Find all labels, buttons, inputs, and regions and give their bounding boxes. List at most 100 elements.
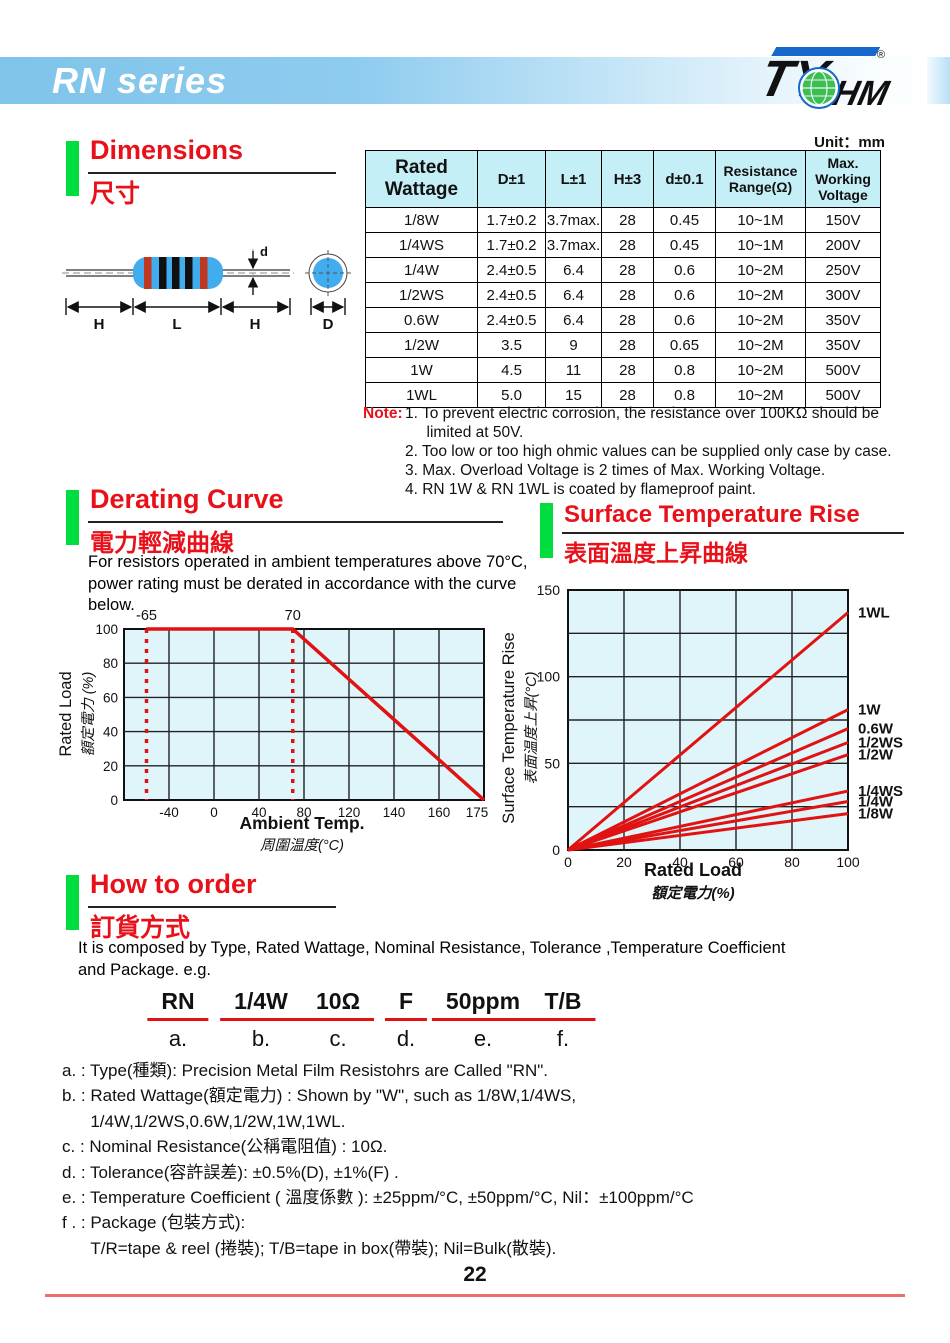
resistor-end-view: D	[305, 250, 351, 333]
x-tick-label: 40	[672, 854, 688, 870]
title-underline	[562, 532, 904, 534]
table-cell: 28	[601, 357, 654, 383]
table-header-row: Rated Wattage D±1 L±1 H±3 d±0.1 Resistance Ra…	[365, 150, 881, 208]
note-item: 3. Max. Overload Voltage is 2 times of M…	[405, 462, 826, 479]
green-bar-icon	[540, 503, 553, 558]
order-example-value: 50ppm	[431, 988, 535, 1021]
reference-label: -65	[136, 608, 157, 624]
color-band-black	[172, 257, 180, 289]
resistor-diagram: d H L H D	[62, 244, 351, 333]
order-example-value: 10Ω	[301, 988, 375, 1021]
table-cell: 6.4	[545, 307, 602, 333]
x-tick-label: 160	[428, 805, 451, 820]
table-cell: 10~2M	[715, 307, 806, 333]
y-tick-label: 50	[544, 755, 560, 771]
table-cell: 2.4±0.5	[477, 282, 546, 308]
table-cell: 10~2M	[715, 257, 806, 283]
order-example-key: e.	[473, 1026, 493, 1051]
derating-title-en: Derating Curve	[90, 484, 284, 514]
derating-description: For resistors operated in ambient temper…	[88, 553, 528, 614]
table-cell: 5.0	[477, 382, 546, 408]
table-cell: 1W	[365, 357, 478, 383]
series-line-1/8W	[567, 812, 849, 852]
derating-chart: 0 20 40 60 80 100 -40 0 40 80 120 140 160 175 -65 70 Rat…	[57, 608, 488, 854]
table-cell: 1.7±0.2	[477, 232, 546, 258]
table-cell: 3.7max.	[545, 232, 602, 258]
x-tick-label: 140	[383, 805, 406, 820]
table-row: 1/2WS 2.4±0.5 6.4 28 0.6 10~2M 300V	[365, 282, 881, 308]
x-tick-label: 40	[251, 805, 266, 820]
table-cell: 1.7±0.2	[477, 207, 546, 233]
table-header-cell: Rated Wattage	[365, 150, 478, 208]
y-tick-label: 80	[103, 656, 118, 671]
series-line-1/2W	[567, 753, 849, 852]
table-cell: 1/2WS	[365, 282, 478, 308]
table-header-cell: L±1	[545, 150, 602, 208]
order-title-en: How to order	[90, 869, 257, 899]
x-tick-label: 80	[296, 805, 311, 820]
x-axis-label-zh: 周圍温度(°C)	[260, 837, 344, 854]
color-band-red	[200, 257, 208, 289]
table-cell: 300V	[805, 282, 881, 308]
page-number: 22	[463, 1263, 487, 1286]
table-cell: 0.65	[653, 332, 716, 358]
y-tick-label: 0	[552, 842, 560, 858]
table-cell: 10~2M	[715, 332, 806, 358]
unit-label: Unit：mm	[814, 134, 885, 151]
order-title-zh: 訂貨方式	[90, 914, 191, 942]
x-tick-label: 0	[564, 854, 572, 870]
green-bar-icon	[66, 141, 79, 196]
table-cell: 28	[601, 257, 654, 283]
series-label: 1/2WS	[858, 735, 903, 752]
table-header-cell: D±1	[477, 150, 546, 208]
h-left-label: H	[94, 316, 105, 333]
table-row: 1WL 5.0 15 28 0.8 10~2M 500V	[365, 382, 881, 408]
reference-label: 70	[285, 608, 301, 624]
title-underline	[88, 906, 336, 908]
order-detail-line: 1/4W,1/2WS,0.6W,1/2W,1W,1WL.	[62, 1111, 346, 1131]
note-label: Note:	[363, 405, 403, 422]
table-row: 1W 4.5 11 28 0.8 10~2M 500V	[365, 357, 881, 383]
l-label: L	[172, 316, 181, 333]
y-axis-label: Surface Temperature Rise	[500, 632, 518, 823]
order-details-list: a. : Type(種類): Precision Metal Film Resi…	[62, 1058, 942, 1261]
color-band-red	[144, 257, 152, 289]
table-cell: 6.4	[545, 257, 602, 283]
x-tick-label: 20	[616, 854, 632, 870]
x-axis-label: Rated Load	[644, 860, 742, 880]
table-row: 1/4WS 1.7±0.2 3.7max. 28 0.45 10~1M 200V	[365, 232, 881, 258]
color-band-black	[185, 257, 193, 289]
y-tick-label: 60	[103, 690, 118, 705]
series-label: 1/4W	[858, 793, 894, 810]
series-line-1W	[567, 708, 849, 852]
logo-text-right: HM	[829, 73, 894, 112]
table-cell: 0.45	[653, 207, 716, 233]
note-list: 1. To prevent electric corrosion, the re…	[405, 404, 908, 499]
series-line-1WL	[567, 611, 849, 852]
table-cell: 3.5	[477, 332, 546, 358]
table-cell: 1/4W	[365, 257, 478, 283]
dimension-arrows	[65, 298, 291, 315]
table-cell: 250V	[805, 257, 881, 283]
table-row: 1/2W 3.5 9 28 0.65 10~2M 350V	[365, 332, 881, 358]
table-cell: 500V	[805, 382, 881, 408]
table-cell: 1/4WS	[365, 232, 478, 258]
table-cell: 0.45	[653, 232, 716, 258]
order-detail-line: b. : Rated Wattage(額定電力) : Shown by "W",…	[62, 1086, 577, 1106]
y-tick-label: 100	[537, 669, 561, 685]
table-cell: 2.4±0.5	[477, 257, 546, 283]
order-detail-line: e. : Temperature Coefficient ( 溫度係數 ): ±…	[62, 1188, 694, 1208]
dimensions-table: Rated Wattage D±1 L±1 H±3 d±0.1 Resistance Ra…	[365, 150, 881, 408]
table-cell: 28	[601, 307, 654, 333]
table-cell: 10~2M	[715, 282, 806, 308]
table-cell: 10~1M	[715, 207, 806, 233]
table-cell: 350V	[805, 332, 881, 358]
table-cell: 0.8	[653, 382, 716, 408]
surface-title-en: Surface Temperature Rise	[564, 501, 860, 528]
table-cell: 1/8W	[365, 207, 478, 233]
y-tick-label: 40	[103, 725, 118, 740]
table-cell: 1WL	[365, 382, 478, 408]
x-tick-label: 60	[728, 854, 744, 870]
series-label: 0.6W	[858, 721, 894, 738]
order-example-part: 1/4W b.	[220, 988, 302, 1052]
